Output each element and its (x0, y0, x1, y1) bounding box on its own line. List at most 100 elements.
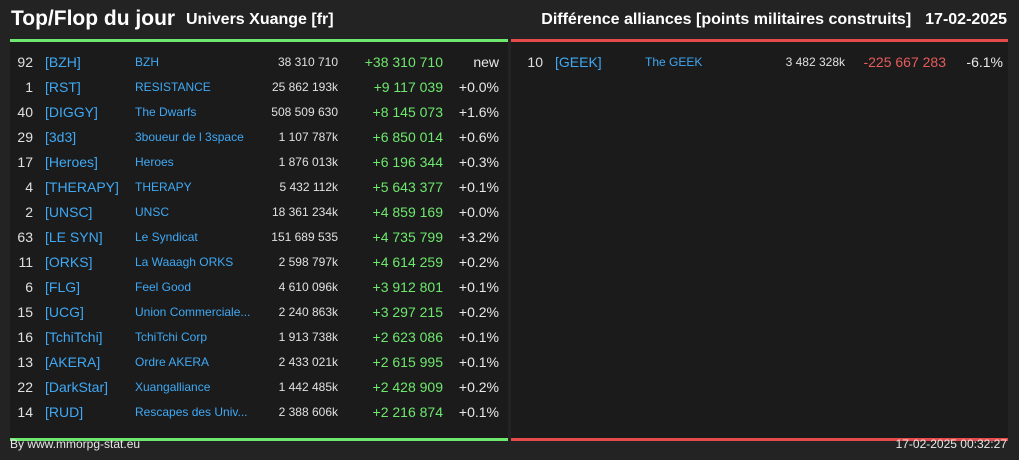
header: Top/Flop du jour Univers Xuange [fr] Dif… (0, 0, 1019, 40)
alliance-rank: 10 (527, 54, 543, 70)
alliance-rank: 92 (17, 54, 33, 70)
alliance-diff: +9 117 039 (373, 79, 443, 95)
flop-panel: 10 [GEEK] The GEEK 3 482 328k -225 667 283 -6… (511, 39, 1008, 441)
alliance-points: 18 361 234k (271, 205, 338, 219)
alliance-points: 1 913 738k (278, 330, 338, 344)
alliance-tag-link[interactable]: [UNSC] (45, 204, 93, 220)
universe-label: Univers Xuange [fr] (186, 11, 334, 28)
alliance-row: 92 [BZH] BZH 38 310 710 +38 310 710 new (10, 50, 508, 75)
alliance-name-link[interactable]: Feel Good (135, 280, 192, 294)
alliance-name-link[interactable]: The GEEK (645, 55, 703, 69)
alliance-diff: +4 735 799 (372, 229, 443, 245)
alliance-tag-link[interactable]: [GEEK] (555, 54, 602, 70)
alliance-diff: +6 850 014 (372, 129, 443, 145)
alliance-row: 29 [3d3] 3boueur de l 3space 1 107 787k +6 8… (10, 125, 508, 150)
alliance-name-link[interactable]: Union Commerciale... (135, 305, 251, 319)
alliance-name-link[interactable]: RESISTANCE (135, 80, 211, 94)
alliance-points: 25 862 193k (271, 80, 338, 94)
alliance-tag-link[interactable]: [UCG] (45, 304, 84, 320)
alliance-pct: new (473, 54, 499, 70)
alliance-tag-link[interactable]: [ORKS] (45, 254, 93, 270)
alliance-points: 2 388 606k (278, 405, 338, 419)
alliance-name-link[interactable]: Ordre AKERA (135, 355, 210, 369)
alliance-diff: +4 614 259 (372, 254, 443, 270)
alliance-pct: +1.6% (458, 104, 499, 120)
alliance-name-link[interactable]: Le Syndicat (135, 230, 198, 244)
alliance-row: 4 [THERAPY] THERAPY 5 432 112k +5 643 377 +0.… (10, 175, 508, 200)
alliance-pct: +0.2% (458, 304, 499, 320)
alliance-tag-link[interactable]: [RST] (45, 79, 81, 95)
credit-text: By www.mmorpg-stat.eu (10, 437, 141, 451)
alliance-pct: +0.1% (458, 329, 499, 345)
alliance-row: 11 [ORKS] La Waaagh ORKS 2 598 797k +4 614 2… (10, 250, 508, 275)
alliance-points: 1 107 787k (278, 130, 338, 144)
alliance-row: 1 [RST] RESISTANCE 25 862 193k +9 117 039 +0.… (10, 75, 508, 100)
alliance-diff: +2 615 995 (372, 354, 443, 370)
alliance-points: 38 310 710 (277, 55, 338, 69)
alliance-tag-link[interactable]: [TchiTchi] (45, 329, 103, 345)
alliance-pct: +0.0% (458, 204, 499, 220)
top-panel: 92 [BZH] BZH 38 310 710 +38 310 710 new 1 [RST]… (10, 39, 508, 441)
alliance-name-link[interactable]: Rescapes des Univ... (135, 405, 248, 419)
page-title: Top/Flop du jour (11, 7, 176, 30)
alliance-name-link[interactable]: The Dwarfs (135, 105, 197, 119)
alliance-points: 1 442 485k (278, 380, 338, 394)
alliance-tag-link[interactable]: [BZH] (45, 54, 81, 70)
subject-label: Différence alliances [points militaires … (541, 11, 912, 28)
alliance-pct: -6.1% (966, 54, 1003, 70)
alliance-row: 15 [UCG] Union Commerciale... 2 240 863k +3 … (10, 300, 508, 325)
alliance-diff: +3 912 801 (372, 279, 443, 295)
alliance-rank: 29 (17, 129, 33, 145)
alliance-diff: +2 216 874 (372, 404, 443, 420)
alliance-diff: +6 196 344 (372, 154, 443, 170)
alliance-tag-link[interactable]: [DIGGY] (45, 104, 98, 120)
alliance-pct: +3.2% (458, 229, 499, 245)
alliance-name-link[interactable]: UNSC (135, 205, 170, 219)
alliance-diff: +8 145 073 (372, 104, 443, 120)
alliance-pct: +0.3% (458, 154, 499, 170)
alliance-name-link[interactable]: 3boueur de l 3space (135, 130, 244, 144)
alliance-pct: +0.2% (458, 379, 499, 395)
alliance-tag-link[interactable]: [THERAPY] (45, 179, 119, 195)
alliance-tag-link[interactable]: [Heroes] (45, 154, 98, 170)
alliance-points: 2 598 797k (278, 255, 338, 269)
alliance-diff: +2 623 086 (372, 329, 443, 345)
alliance-rank: 13 (17, 354, 33, 370)
alliance-points: 151 689 535 (271, 230, 338, 244)
alliance-tag-link[interactable]: [3d3] (45, 129, 77, 145)
alliance-tag-link[interactable]: [FLG] (45, 279, 81, 295)
alliance-pct: +0.1% (458, 354, 499, 370)
footer-timestamp: 17-02-2025 00:32:27 (895, 437, 1007, 451)
alliance-pct: +0.1% (458, 279, 499, 295)
alliance-rank: 4 (25, 179, 33, 195)
alliance-tag-link[interactable]: [DarkStar] (45, 379, 109, 395)
alliance-name-link[interactable]: La Waaagh ORKS (135, 255, 234, 269)
alliance-tag-link[interactable]: [RUD] (45, 404, 84, 420)
alliance-name-link[interactable]: THERAPY (135, 180, 192, 194)
alliance-name-link[interactable]: Xuangalliance (135, 380, 211, 394)
header-date: 17-02-2025 (925, 11, 1007, 28)
alliance-row: 16 [TchiTchi] TchiTchi Corp 1 913 738k +2 62… (10, 325, 508, 350)
alliance-diff: -225 667 283 (863, 54, 946, 70)
alliance-points: 2 433 021k (278, 355, 338, 369)
alliance-points: 3 482 328k (785, 55, 845, 69)
header-right: Différence alliances [points militaires … (541, 11, 1007, 29)
alliance-rank: 11 (18, 254, 33, 270)
alliance-points: 4 610 096k (278, 280, 338, 294)
alliance-row: 10 [GEEK] The GEEK 3 482 328k -225 667 283 -6… (511, 50, 1008, 75)
alliance-name-link[interactable]: Heroes (135, 155, 174, 169)
alliance-name-link[interactable]: BZH (135, 55, 159, 69)
alliance-rank: 6 (25, 279, 33, 295)
alliance-row: 14 [RUD] Rescapes des Univ... 2 388 606k +2 … (10, 400, 508, 425)
alliance-diff: +38 310 710 (364, 54, 443, 70)
alliance-rank: 15 (17, 304, 33, 320)
alliance-rank: 14 (17, 404, 33, 420)
alliance-tag-link[interactable]: [AKERA] (45, 354, 101, 370)
alliance-pct: +0.1% (458, 179, 499, 195)
alliance-name-link[interactable]: TchiTchi Corp (135, 330, 208, 344)
alliance-tag-link[interactable]: [LE SYN] (45, 229, 103, 245)
alliance-pct: +0.0% (458, 79, 499, 95)
alliance-row: 13 [AKERA] Ordre AKERA 2 433 021k +2 615 995… (10, 350, 508, 375)
alliance-row: 63 [LE SYN] Le Syndicat 151 689 535 +4 735 7… (10, 225, 508, 250)
alliance-row: 2 [UNSC] UNSC 18 361 234k +4 859 169 +0.0% (10, 200, 508, 225)
